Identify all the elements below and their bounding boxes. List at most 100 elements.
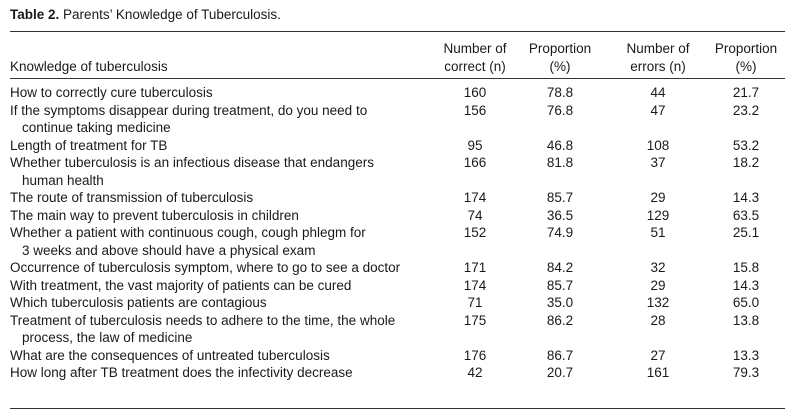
errors-pct-cell: 18.2 [732, 155, 760, 170]
knowledge-text: Treatment of tuberculosis needs to adher… [10, 312, 396, 328]
correct-n-cell: 42 [467, 365, 483, 380]
knowledge-text: The main way to prevent tuberculosis in … [10, 207, 299, 223]
errors-n-cell: 29 [650, 277, 666, 293]
correct-pct-cell: 84.2 [546, 260, 574, 275]
header-correct-n: Number of correct (n) [430, 38, 520, 76]
errors-n-cell: 108 [646, 137, 670, 153]
correct-n-cell: 174 [463, 190, 487, 205]
knowledge-text: continue taking medicine [22, 120, 171, 135]
knowledge-cell: How long after TB treatment does the inf… [10, 364, 410, 382]
table-row: What are the consequences of untreated t… [10, 347, 785, 365]
correct-pct-cell: 85.7 [546, 190, 574, 205]
table-row: Which tuberculosis patients are contagio… [10, 294, 785, 312]
knowledge-text: Whether tuberculosis is an infectious di… [10, 155, 374, 170]
correct-n-cell: 174 [463, 277, 487, 293]
knowledge-cell: The main way to prevent tuberculosis in … [10, 207, 410, 225]
errors-n-cell: 51 [650, 225, 666, 240]
table-label: Table 2. [10, 7, 60, 22]
correct-n-cell: 160 [463, 85, 487, 100]
table-row: If the symptoms disappear during treatme… [10, 102, 785, 137]
bottom-rule [10, 408, 785, 410]
correct-n-cell: 95 [467, 137, 483, 153]
correct-pct-cell: 20.7 [546, 365, 574, 380]
table-row: Treatment of tuberculosis needs to adher… [10, 312, 785, 347]
errors-n-cell: 47 [650, 102, 666, 118]
correct-pct-cell: 86.7 [546, 347, 574, 363]
correct-pct-cell: 85.7 [546, 277, 574, 293]
correct-pct-cell: 46.8 [546, 137, 574, 153]
correct-n-cell: 74 [467, 207, 483, 223]
correct-n-cell: 152 [463, 225, 487, 240]
knowledge-cell: Whether tuberculosis is an infectious di… [10, 154, 410, 189]
header-errors-n: Number of errors (n) [612, 38, 704, 76]
knowledge-text: Length of treatment for TB [10, 137, 168, 153]
knowledge-cell: With treatment, the vast majority of pat… [10, 277, 410, 295]
header-line: Number of [443, 41, 507, 56]
correct-pct-cell: 81.8 [546, 155, 574, 170]
knowledge-text: 3 weeks and above should have a physical… [22, 242, 316, 258]
errors-pct-cell: 53.2 [732, 137, 760, 153]
correct-n-cell: 171 [463, 260, 487, 275]
knowledge-text: How long after TB treatment does the inf… [10, 365, 353, 380]
knowledge-text: If the symptoms disappear during treatme… [10, 102, 368, 118]
correct-n-cell: 166 [463, 155, 487, 170]
header-correct-pct: Proportion (%) [520, 38, 600, 76]
knowledge-cell: Treatment of tuberculosis needs to adher… [10, 312, 410, 347]
table-row: Length of treatment for TB 95 46.8 108 53.2 [10, 137, 785, 155]
knowledge-text: human health [22, 172, 104, 188]
header-knowledge: Knowledge of tuberculosis [10, 38, 390, 76]
knowledge-cell: Which tuberculosis patients are contagio… [10, 294, 410, 312]
knowledge-cell: Whether a patient with continuous cough,… [10, 224, 410, 259]
knowledge-text: What are the consequences of untreated t… [10, 347, 330, 363]
header-line: Proportion [714, 41, 778, 56]
errors-pct-cell: 13.8 [732, 312, 760, 328]
errors-pct-cell: 15.8 [732, 260, 760, 275]
errors-pct-cell: 13.3 [732, 347, 760, 363]
top-rule [10, 31, 785, 33]
errors-n-cell: 44 [650, 85, 666, 100]
table-row: How long after TB treatment does the inf… [10, 364, 785, 382]
errors-pct-cell: 25.1 [732, 225, 760, 240]
errors-n-cell: 132 [646, 295, 670, 310]
table-row: Whether tuberculosis is an infectious di… [10, 154, 785, 189]
header-line: Proportion [528, 41, 592, 56]
knowledge-text: How to correctly cure tuberculosis [10, 85, 213, 100]
errors-n-cell: 28 [650, 312, 666, 328]
errors-n-cell: 129 [646, 207, 670, 223]
table-row: Occurrence of tuberculosis symptom, wher… [10, 259, 785, 277]
header-line: (%) [549, 59, 571, 74]
table-body: How to correctly cure tuberculosis 160 78.… [10, 84, 785, 382]
errors-pct-cell: 65.0 [732, 295, 760, 310]
table-row: With treatment, the vast majority of pat… [10, 277, 785, 295]
errors-pct-cell: 23.2 [732, 102, 760, 118]
knowledge-cell: What are the consequences of untreated t… [10, 347, 410, 365]
errors-pct-cell: 21.7 [732, 85, 760, 100]
knowledge-cell: Occurrence of tuberculosis symptom, wher… [10, 259, 410, 277]
correct-pct-cell: 76.8 [546, 102, 574, 118]
knowledge-text: The route of transmission of tuberculosi… [10, 190, 254, 205]
knowledge-text: Which tuberculosis patients are contagio… [10, 295, 267, 310]
errors-n-cell: 29 [650, 190, 666, 205]
header-line: (%) [735, 59, 757, 74]
errors-n-cell: 32 [650, 260, 666, 275]
table-title: Parents’ Knowledge of Tuberculosis. [63, 7, 281, 22]
header-line: errors (n) [630, 59, 686, 74]
errors-pct-cell: 63.5 [732, 207, 760, 223]
correct-n-cell: 176 [463, 347, 487, 363]
header-knowledge-label: Knowledge of tuberculosis [10, 59, 168, 74]
errors-pct-cell: 79.3 [732, 365, 760, 380]
header-rule [10, 78, 785, 79]
knowledge-text: Whether a patient with continuous cough,… [10, 225, 366, 240]
header-line: correct (n) [444, 59, 506, 74]
table-row: The main way to prevent tuberculosis in … [10, 207, 785, 225]
table-row: How to correctly cure tuberculosis 160 78.… [10, 84, 785, 102]
errors-pct-cell: 14.3 [732, 277, 760, 293]
knowledge-text: process, the law of medicine [22, 330, 193, 345]
correct-pct-cell: 74.9 [546, 225, 574, 240]
knowledge-text: Occurrence of tuberculosis symptom, wher… [10, 260, 401, 275]
table-caption: Table 2. Parents’ Knowledge of Tuberculo… [10, 7, 281, 23]
knowledge-cell: How to correctly cure tuberculosis [10, 84, 410, 102]
knowledge-cell: Length of treatment for TB [10, 137, 410, 155]
correct-pct-cell: 36.5 [546, 207, 574, 223]
